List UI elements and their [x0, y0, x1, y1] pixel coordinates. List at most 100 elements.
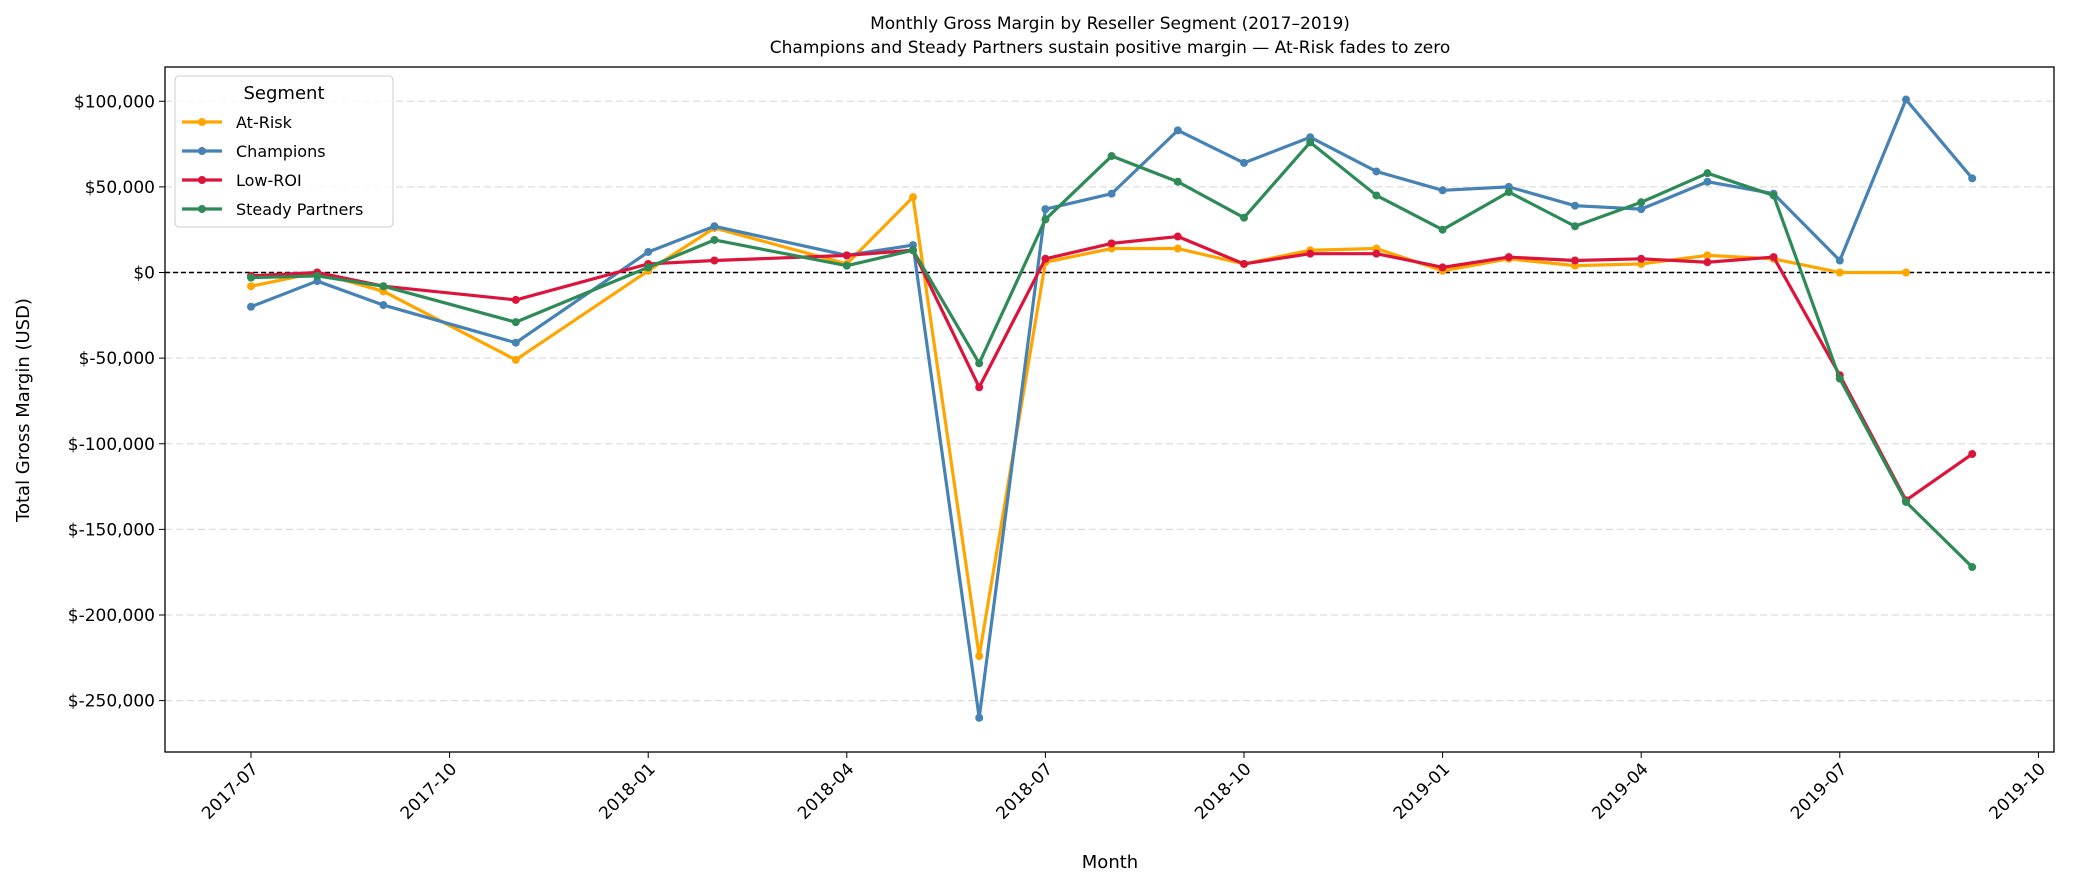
- series-lines: [247, 95, 1977, 722]
- series-line-steady-partners: [250, 140, 1974, 569]
- legend-box: [174, 75, 394, 228]
- data-point: [1835, 256, 1844, 265]
- data-point: [1703, 258, 1712, 267]
- x-tick-label: 2017-07: [198, 759, 262, 823]
- data-point: [1438, 186, 1447, 195]
- data-point: [1438, 225, 1447, 234]
- data-point: [1306, 138, 1315, 147]
- data-point: [1041, 254, 1050, 263]
- legend-title: Segment: [244, 83, 325, 104]
- data-point: [710, 235, 719, 244]
- data-point: [1703, 251, 1712, 260]
- data-point: [975, 383, 984, 392]
- legend: Segment At-Risk Champions Low-ROI Steady Pa…: [174, 75, 394, 228]
- y-tick-label: $-50,000: [79, 349, 155, 369]
- data-point: [1173, 244, 1182, 253]
- data-point: [975, 359, 984, 368]
- x-tick-label: 2018-01: [595, 759, 659, 823]
- x-axis: 2017-07 2017-10 2018-01 2018-04 2018-07 2018-…: [198, 752, 2050, 824]
- chart-subtitle: Champions and Steady Partners sustain po…: [770, 38, 1450, 58]
- y-tick-label: $-150,000: [68, 520, 155, 540]
- data-point: [842, 251, 851, 260]
- data-point: [842, 261, 851, 270]
- data-point: [1835, 374, 1844, 383]
- data-point: [1769, 191, 1778, 200]
- x-tick-label: 2019-01: [1390, 759, 1454, 823]
- data-point: [1173, 177, 1182, 186]
- data-point: [1173, 126, 1182, 135]
- data-point: [1041, 205, 1050, 214]
- data-point: [247, 282, 255, 291]
- data-point: [1968, 174, 1977, 183]
- y-axis: $100,000 $50,000 $0 $-50,000 $-100,000 $-150,…: [68, 92, 165, 712]
- data-point: [1240, 259, 1248, 268]
- y-tick-label: $-100,000: [68, 435, 155, 455]
- legend-label: Low-ROI: [236, 171, 302, 190]
- data-point: [511, 338, 520, 347]
- x-tick-label: 2018-04: [794, 759, 858, 823]
- series-line-champions: [250, 97, 1974, 720]
- x-tick-label: 2019-07: [1787, 759, 1851, 823]
- data-point: [379, 282, 388, 291]
- legend-marker: [198, 118, 206, 126]
- y-tick-label: $-200,000: [68, 606, 155, 626]
- data-point: [1306, 249, 1315, 258]
- legend-label: Steady Partners: [236, 200, 363, 219]
- y-tick-label: $50,000: [85, 178, 155, 198]
- data-point: [379, 301, 388, 310]
- y-tick-label: $-250,000: [68, 692, 155, 712]
- data-point: [511, 318, 520, 327]
- data-point: [1372, 167, 1381, 176]
- data-point: [511, 355, 520, 364]
- x-tick-label: 2017-10: [397, 759, 461, 823]
- data-point: [1902, 95, 1910, 104]
- data-point: [1107, 239, 1116, 248]
- data-point: [1968, 450, 1977, 459]
- data-point: [1637, 198, 1646, 207]
- data-point: [1571, 222, 1579, 231]
- data-point: [1504, 188, 1513, 197]
- data-point: [247, 302, 255, 311]
- data-point: [1438, 263, 1447, 272]
- data-point: [1173, 232, 1182, 241]
- data-point: [1372, 191, 1381, 200]
- data-point: [1041, 215, 1050, 224]
- data-point: [975, 713, 984, 722]
- data-point: [710, 256, 719, 265]
- legend-label: Champions: [236, 142, 326, 161]
- data-point: [1571, 201, 1579, 210]
- chart-title: Monthly Gross Margin by Reseller Segment…: [870, 14, 1350, 34]
- legend-marker: [198, 147, 206, 155]
- data-point: [1107, 189, 1116, 198]
- x-tick-label: 2019-04: [1588, 759, 1652, 823]
- x-axis-label: Month: [1082, 852, 1138, 873]
- data-point: [1968, 563, 1977, 572]
- data-point: [1571, 256, 1579, 265]
- data-point: [1637, 205, 1646, 214]
- series-line-low-roi: [250, 234, 1974, 502]
- x-tick-label: 2018-07: [993, 759, 1057, 823]
- series-line-at-risk: [250, 195, 1906, 658]
- data-point: [1107, 152, 1116, 161]
- legend-label: At-Risk: [236, 113, 293, 132]
- data-point: [1902, 268, 1910, 277]
- data-point: [511, 295, 520, 304]
- y-axis-label: Total Gross Margin (USD): [13, 298, 34, 523]
- data-point: [644, 247, 653, 256]
- data-point: [1240, 213, 1248, 222]
- data-point: [644, 263, 653, 272]
- data-point: [1504, 253, 1513, 262]
- data-point: [1769, 253, 1778, 262]
- data-point: [1703, 169, 1712, 178]
- data-point: [710, 222, 719, 231]
- legend-marker: [198, 176, 206, 184]
- data-point: [1637, 254, 1646, 263]
- y-tick-label: $100,000: [74, 92, 155, 112]
- data-point: [1902, 497, 1910, 506]
- x-tick-label: 2018-10: [1191, 759, 1255, 823]
- data-point: [909, 246, 917, 255]
- y-tick-label: $0: [133, 264, 155, 284]
- data-point: [1240, 158, 1248, 167]
- data-point: [1703, 177, 1712, 186]
